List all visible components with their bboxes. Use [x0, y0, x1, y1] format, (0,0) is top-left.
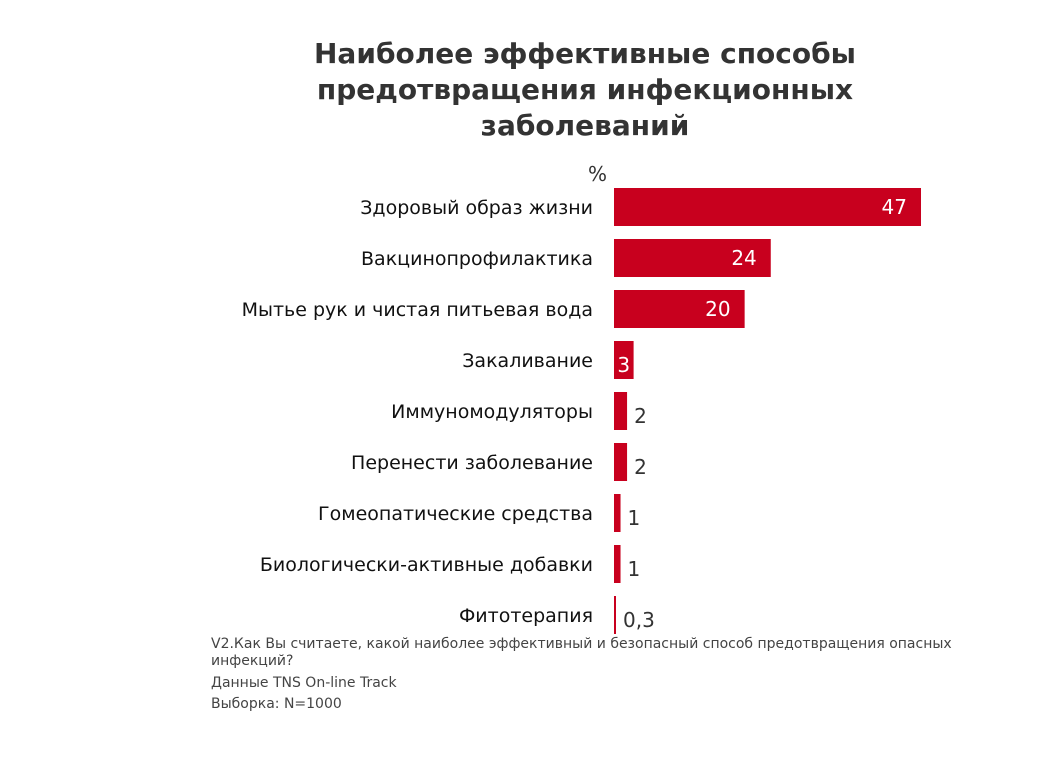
category-label: Биологически-активные добавки	[260, 554, 593, 576]
bar	[614, 443, 628, 481]
value-label: 3	[617, 353, 630, 377]
category-label: Вакцинопрофилактика	[361, 248, 593, 270]
value-label: 2	[634, 404, 647, 428]
value-label: 2	[634, 455, 647, 479]
category-label: Иммуномодуляторы	[391, 401, 593, 423]
bar	[614, 239, 771, 277]
category-label: Мытье рук и чистая питьевая вода	[242, 299, 593, 321]
category-label: Гомеопатические средства	[318, 503, 593, 525]
chart-title: Наиболее эффективные способы предотвраще…	[314, 37, 856, 142]
value-label: 1	[628, 557, 641, 581]
bar	[614, 596, 616, 634]
unit-label: %	[588, 162, 608, 186]
category-label: Перенести заболевание	[351, 452, 593, 474]
bar	[614, 392, 628, 430]
source-note: Данные TNS On-line Track	[211, 675, 397, 691]
value-label: 1	[628, 506, 641, 530]
value-label: 20	[705, 297, 730, 321]
category-label: Фитотерапия	[459, 605, 593, 627]
bar	[614, 494, 621, 532]
category-label: Закаливание	[462, 350, 593, 372]
value-label: 47	[882, 195, 907, 219]
bar	[614, 545, 621, 583]
bar	[614, 341, 634, 379]
question-note: V2.Как Вы считаете, какой наиболее эффек…	[211, 636, 952, 669]
value-label: 0,3	[623, 608, 655, 632]
bar	[614, 188, 921, 226]
bar	[614, 290, 745, 328]
value-label: 24	[731, 246, 756, 270]
category-label: Здоровый образ жизни	[360, 197, 593, 219]
bar-chart: Здоровый образ жизни 47 Вакцинопрофилактик…	[242, 188, 921, 634]
sample-note: Выборка: N=1000	[211, 696, 342, 712]
